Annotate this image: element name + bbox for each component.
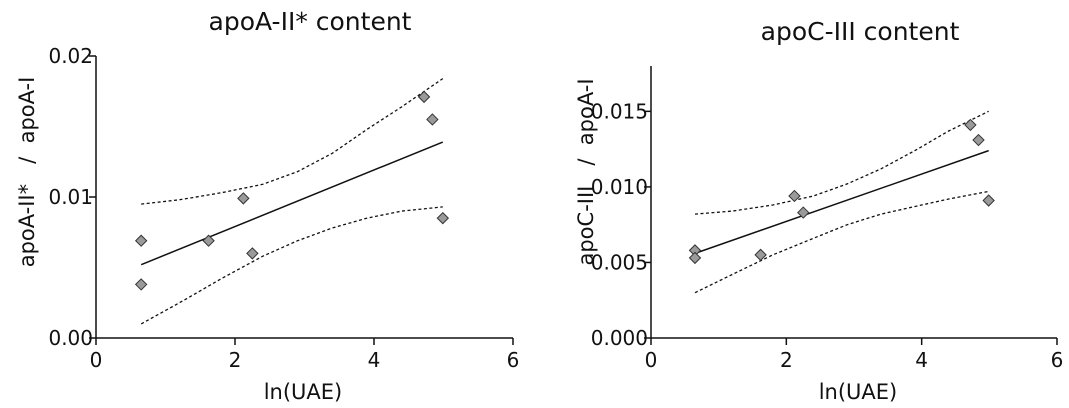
- x-axis-label: ln(UAE): [264, 380, 343, 404]
- x-tick-label: 4: [915, 348, 928, 372]
- data-point: [202, 234, 215, 247]
- regression-line: [140, 141, 444, 266]
- confidence-band-lower: [694, 190, 989, 294]
- y-tick-label: 0.02: [48, 44, 93, 68]
- x-tick-label: 6: [1051, 348, 1064, 372]
- regression-line: [694, 149, 989, 255]
- x-tick-label: 6: [507, 348, 520, 372]
- y-tick-label: 0.010: [591, 175, 648, 199]
- data-point: [788, 189, 801, 203]
- y-tick-label: 0.000: [591, 326, 648, 350]
- data-point: [134, 278, 148, 291]
- data-point: [417, 90, 431, 104]
- data-point: [754, 248, 767, 262]
- chart-title: apoA-II* content: [209, 7, 412, 36]
- data-point: [246, 247, 259, 260]
- x-tick-label: 0: [90, 348, 103, 372]
- y-axis-label: apoC-III / apoA-I: [574, 78, 598, 265]
- x-tick-label: 2: [780, 348, 793, 372]
- panel-apoa-ii: apoA-II* content ln(UAE) apoA-II* / apoA…: [15, 7, 519, 404]
- confidence-band-upper: [141, 78, 444, 205]
- y-tick-label: 0.015: [591, 99, 648, 123]
- data-point: [436, 211, 450, 225]
- y-tick-label: 0.00: [48, 326, 93, 350]
- x-tick-label: 0: [645, 348, 658, 372]
- x-tick-label: 4: [368, 348, 381, 372]
- data-point: [237, 192, 250, 205]
- data-point: [972, 133, 985, 147]
- data-point: [426, 113, 439, 126]
- y-axis-label: apoA-II* / apoA-I: [15, 77, 39, 268]
- y-tick-label: 0.005: [591, 250, 648, 274]
- y-tick-label: 0.01: [48, 185, 93, 209]
- confidence-band-lower: [140, 206, 443, 325]
- data-point: [688, 251, 702, 265]
- data-point: [964, 118, 977, 132]
- x-axis-label: ln(UAE): [819, 380, 898, 404]
- data-point: [982, 194, 995, 207]
- panel-apoc-iii: apoC-III content ln(UAE) apoC-III / apoA…: [574, 17, 1063, 404]
- x-tick-label: 2: [229, 348, 242, 372]
- chart-title: apoC-III content: [761, 17, 960, 46]
- data-point: [134, 234, 148, 247]
- data-point: [797, 206, 810, 219]
- confidence-band-upper: [694, 110, 989, 215]
